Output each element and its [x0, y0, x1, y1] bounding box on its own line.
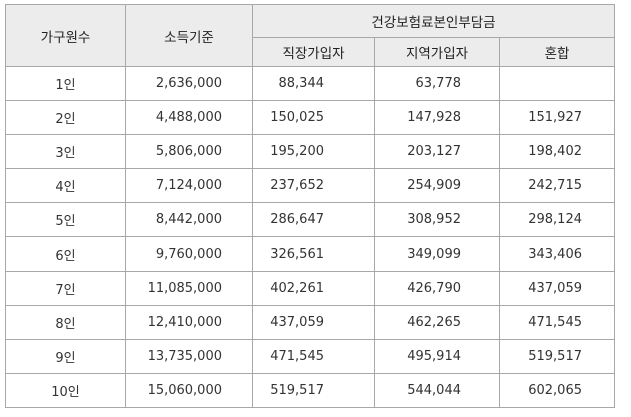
cell-income-standard: 15,060,000	[125, 372, 253, 409]
cell-income-standard: 13,735,000	[125, 338, 253, 374]
cell-employee-premium: 150,025	[252, 100, 375, 136]
table-row: 6인 9,760,000 326,561 349,099 343,406	[5, 236, 615, 272]
cell-regional-premium: 63,778	[374, 65, 500, 102]
cell-mixed-premium: 343,406	[499, 236, 615, 272]
table-row: 4인 7,124,000 237,652 254,909 242,715	[5, 168, 615, 204]
cell-regional-premium: 462,265	[374, 304, 500, 340]
table-row: 5인 8,442,000 286,647 308,952 298,124	[5, 202, 615, 238]
table-row: 7인 11,085,000 402,261 426,790 437,059	[5, 270, 615, 306]
cell-household-size: 3인	[5, 134, 126, 170]
table-header: 가구원수 소득기준 건강보험료본인부담금 직장가입자 지역가입자 혼합	[5, 4, 615, 67]
cell-income-standard: 5,806,000	[125, 134, 253, 170]
cell-income-standard: 11,085,000	[125, 270, 253, 306]
cell-regional-premium: 426,790	[374, 270, 500, 306]
cell-employee-premium: 195,200	[252, 134, 375, 170]
cell-mixed-premium: 151,927	[499, 100, 615, 136]
cell-regional-premium: 203,127	[374, 134, 500, 170]
cell-mixed-premium: 602,065	[499, 372, 615, 409]
cell-mixed-premium: 298,124	[499, 202, 615, 238]
header-mixed: 혼합	[499, 37, 615, 67]
cell-household-size: 7인	[5, 270, 126, 306]
cell-mixed-premium: 198,402	[499, 134, 615, 170]
cell-regional-premium: 544,044	[374, 372, 500, 409]
cell-mixed-premium: 242,715	[499, 168, 615, 204]
cell-income-standard: 9,760,000	[125, 236, 253, 272]
cell-employee-premium: 402,261	[252, 270, 375, 306]
cell-employee-premium: 519,517	[252, 372, 375, 409]
table-row: 10인 15,060,000 519,517 544,044 602,065	[5, 372, 615, 409]
cell-income-standard: 4,488,000	[125, 100, 253, 136]
cell-employee-premium: 471,545	[252, 338, 375, 374]
cell-household-size: 8인	[5, 304, 126, 340]
cell-income-standard: 12,410,000	[125, 304, 253, 340]
table-body: 1인 2,636,000 88,344 63,778 2인 4,488,000 150,02…	[5, 65, 615, 409]
cell-income-standard: 2,636,000	[125, 65, 253, 102]
table-row: 9인 13,735,000 471,545 495,914 519,517	[5, 338, 615, 374]
header-income-standard: 소득기준	[125, 4, 253, 67]
header-employee: 직장가입자	[252, 37, 375, 67]
premium-table-container: 가구원수 소득기준 건강보험료본인부담금 직장가입자 지역가입자 혼합 1인 2,…	[5, 4, 615, 409]
cell-household-size: 4인	[5, 168, 126, 204]
cell-household-size: 6인	[5, 236, 126, 272]
cell-employee-premium: 237,652	[252, 168, 375, 204]
header-row-top: 가구원수 소득기준 건강보험료본인부담금	[5, 4, 615, 67]
cell-income-standard: 7,124,000	[125, 168, 253, 204]
cell-employee-premium: 88,344	[252, 65, 375, 102]
cell-household-size: 2인	[5, 100, 126, 136]
table-row: 2인 4,488,000 150,025 147,928 151,927	[5, 100, 615, 136]
cell-regional-premium: 495,914	[374, 338, 500, 374]
cell-regional-premium: 308,952	[374, 202, 500, 238]
health-insurance-premium-table: 가구원수 소득기준 건강보험료본인부담금 직장가입자 지역가입자 혼합 1인 2,…	[5, 4, 615, 409]
table-row: 1인 2,636,000 88,344 63,778	[5, 65, 615, 102]
cell-mixed-premium: 471,545	[499, 304, 615, 340]
cell-household-size: 1인	[5, 65, 126, 102]
cell-household-size: 10인	[5, 372, 126, 409]
cell-regional-premium: 349,099	[374, 236, 500, 272]
cell-employee-premium: 326,561	[252, 236, 375, 272]
header-regional: 지역가입자	[374, 37, 500, 67]
cell-household-size: 5인	[5, 202, 126, 238]
header-household-size: 가구원수	[5, 4, 126, 67]
table-row: 3인 5,806,000 195,200 203,127 198,402	[5, 134, 615, 170]
table-row: 8인 12,410,000 437,059 462,265 471,545	[5, 304, 615, 340]
cell-regional-premium: 147,928	[374, 100, 500, 136]
header-premium-group: 건강보험료본인부담금	[252, 4, 615, 38]
cell-mixed-premium: 519,517	[499, 338, 615, 374]
cell-household-size: 9인	[5, 338, 126, 374]
cell-income-standard: 8,442,000	[125, 202, 253, 238]
cell-mixed-premium	[499, 65, 615, 102]
cell-mixed-premium: 437,059	[499, 270, 615, 306]
header-row-sub: 직장가입자 지역가입자 혼합	[6, 37, 615, 67]
cell-employee-premium: 286,647	[252, 202, 375, 238]
cell-regional-premium: 254,909	[374, 168, 500, 204]
cell-employee-premium: 437,059	[252, 304, 375, 340]
